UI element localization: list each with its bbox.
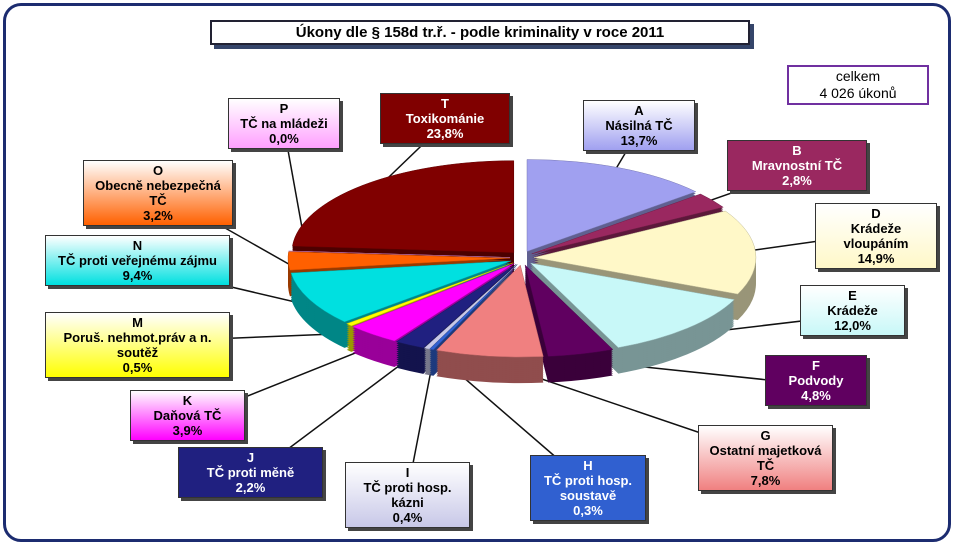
value-label: 2,8% xyxy=(782,173,812,188)
value-label: 0,5% xyxy=(122,360,153,375)
letter: J xyxy=(246,450,255,465)
total-value: 4 026 úkonů xyxy=(819,85,897,101)
letter: O xyxy=(152,163,164,178)
letter: K xyxy=(182,393,193,408)
category-label: Ostatní majetková TČ xyxy=(709,443,822,473)
category-label: Poruš. nehmot.práv a n. soutěž xyxy=(63,330,212,360)
slice xyxy=(435,264,544,358)
slice xyxy=(292,160,515,253)
value-label: 3,2% xyxy=(143,208,173,223)
label-box: P TČ na mládeži 0,0% xyxy=(228,98,340,149)
category-label: TČ proti veřejnému zájmu xyxy=(58,253,217,268)
value-label: 13,7% xyxy=(620,133,658,148)
letter: E xyxy=(848,288,857,303)
label-box: K Daňová TČ 3,9% xyxy=(130,390,245,441)
letter: P xyxy=(279,101,289,116)
slice xyxy=(429,264,518,351)
category-label: Mravnostní TČ xyxy=(751,158,843,173)
value-label: 3,9% xyxy=(172,423,203,438)
slice xyxy=(524,264,614,357)
category-label: TČ na mládeži xyxy=(240,116,328,131)
letter: G xyxy=(760,428,771,443)
label-box: A Násilná TČ 13,7% xyxy=(583,100,695,151)
category-label: Daňová TČ xyxy=(153,408,222,423)
letter: I xyxy=(405,465,410,480)
slice xyxy=(346,262,514,327)
slice xyxy=(290,260,512,323)
category-label: TČ proti hosp. soustavě xyxy=(543,473,633,503)
slice xyxy=(287,251,511,271)
total-label: celkem xyxy=(835,68,881,84)
value-label: 4,8% xyxy=(801,388,831,403)
letter: T xyxy=(441,96,449,111)
letter: M xyxy=(132,315,143,330)
slice xyxy=(531,193,724,255)
value-label: 7,8% xyxy=(750,473,781,488)
label-box: D Krádeže vloupáním 14,9% xyxy=(815,203,937,269)
label-box: M Poruš. nehmot.práv a n. soutěž 0,5% xyxy=(45,312,230,378)
label-box: I TČ proti hosp. kázni 0,4% xyxy=(345,462,470,528)
category-label: Krádeže vloupáním xyxy=(843,221,909,251)
value-label: 0,3% xyxy=(573,503,603,518)
value-label: 12,0% xyxy=(834,318,871,333)
category-label: Podvody xyxy=(788,373,844,388)
letter: B xyxy=(792,143,802,158)
letter: N xyxy=(132,238,143,253)
letter: H xyxy=(583,458,593,473)
label-box: J TČ proti měně 2,2% xyxy=(178,447,323,498)
total-box: celkem 4 026 úkonů xyxy=(787,65,929,105)
slice xyxy=(351,263,515,342)
label-box: H TČ proti hosp. soustavě 0,3% xyxy=(530,455,646,521)
slice xyxy=(533,210,757,295)
label-box: T Toxikománie 23,8% xyxy=(380,93,510,144)
value-label: 14,9% xyxy=(857,251,895,266)
label-box: B Mravnostní TČ 2,8% xyxy=(727,140,867,191)
value-label: 0,4% xyxy=(392,510,423,525)
label-box: G Ostatní majetková TČ 7,8% xyxy=(698,425,833,491)
slice xyxy=(526,159,697,252)
letter: F xyxy=(812,358,820,373)
slice xyxy=(395,264,517,349)
slice xyxy=(529,262,735,348)
category-label: Obecně nebezpečná TČ xyxy=(95,178,221,208)
category-label: Toxikománie xyxy=(405,111,485,126)
slice xyxy=(288,250,511,258)
value-label: 9,4% xyxy=(122,268,153,283)
letter: A xyxy=(634,103,644,118)
category-label: Krádeže xyxy=(827,303,878,318)
label-box: F Podvody 4,8% xyxy=(765,355,867,406)
chart-title: Úkony dle § 158d tr.ř. - podle kriminali… xyxy=(210,20,750,45)
category-label: TČ proti hosp. kázni xyxy=(363,480,452,510)
category-label: Násilná TČ xyxy=(605,118,673,133)
label-box: O Obecně nebezpečná TČ 3,2% xyxy=(83,160,233,226)
letter: D xyxy=(871,206,881,221)
label-box: E Krádeže 12,0% xyxy=(800,285,905,336)
value-label: 2,2% xyxy=(235,480,266,495)
value-label: 0,0% xyxy=(269,131,299,146)
value-label: 23,8% xyxy=(426,126,464,141)
category-label: TČ proti měně xyxy=(206,465,295,480)
label-box: N TČ proti veřejnému zájmu 9,4% xyxy=(45,235,230,286)
